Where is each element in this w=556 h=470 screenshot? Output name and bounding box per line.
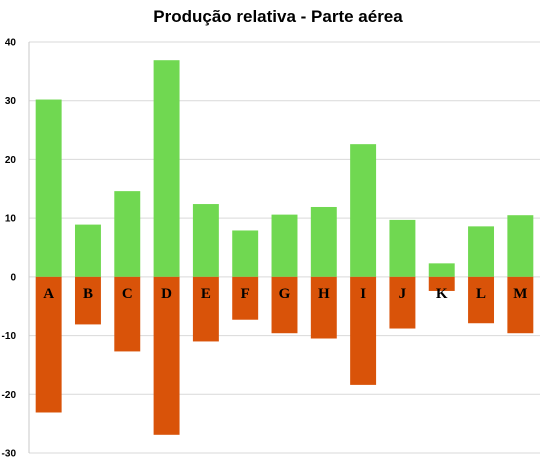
y-tick-label: -10 (2, 331, 17, 342)
category-label-C: C (122, 286, 133, 302)
category-label-J: J (399, 286, 407, 302)
bar-positive-H (310, 206, 337, 277)
bar-negative-C (114, 276, 141, 352)
bar-negative-L (468, 276, 495, 324)
category-label-M: M (513, 286, 527, 302)
category-label-K: K (436, 286, 448, 302)
category-label-D: D (161, 286, 172, 302)
bar-positive-D (153, 60, 180, 277)
bar-positive-J (389, 219, 416, 277)
bar-negative-F (232, 276, 259, 320)
bar-positive-C (114, 191, 141, 277)
bar-negative-D (153, 276, 180, 435)
bar-positive-A (35, 99, 62, 277)
bar-negative-J (389, 276, 416, 329)
bar-positive-K (428, 263, 455, 277)
category-label-B: B (83, 286, 93, 302)
bar-negative-B (74, 276, 101, 325)
bar-negative-H (310, 276, 337, 339)
chart-bars (35, 60, 534, 435)
category-label-I: I (360, 286, 366, 302)
category-label-A: A (43, 286, 54, 302)
category-label-G: G (279, 286, 291, 302)
category-label-E: E (201, 286, 211, 302)
y-axis-ticks: 40 30 20 10 0 -10 -20 -30 (2, 38, 17, 460)
bar-positive-M (507, 215, 534, 277)
y-tick-label: -20 (2, 390, 17, 401)
y-tick-label: 10 (5, 214, 17, 225)
category-label-H: H (318, 286, 330, 302)
bar-positive-I (350, 144, 377, 277)
category-labels: A B C D E F G H I J K L M (43, 286, 527, 302)
y-tick-label: 40 (5, 38, 17, 49)
y-tick-label: -30 (2, 449, 17, 460)
bar-positive-E (192, 204, 219, 277)
bar-negative-E (192, 276, 219, 342)
bar-negative-K (428, 276, 455, 291)
chart-title: Produção relativa - Parte aérea (153, 7, 403, 26)
bar-positive-F (232, 230, 259, 277)
bar-positive-B (74, 224, 101, 277)
y-tick-label: 30 (5, 96, 17, 107)
category-label-F: F (241, 286, 250, 302)
bar-positive-L (468, 226, 495, 277)
bar-positive-G (271, 214, 298, 277)
bar-negative-M (507, 276, 534, 334)
bar-negative-A (35, 276, 62, 413)
bar-negative-I (350, 276, 377, 385)
bar-negative-G (271, 276, 298, 334)
y-tick-label: 0 (10, 272, 16, 283)
y-tick-label: 20 (5, 155, 17, 166)
category-label-L: L (476, 286, 486, 302)
